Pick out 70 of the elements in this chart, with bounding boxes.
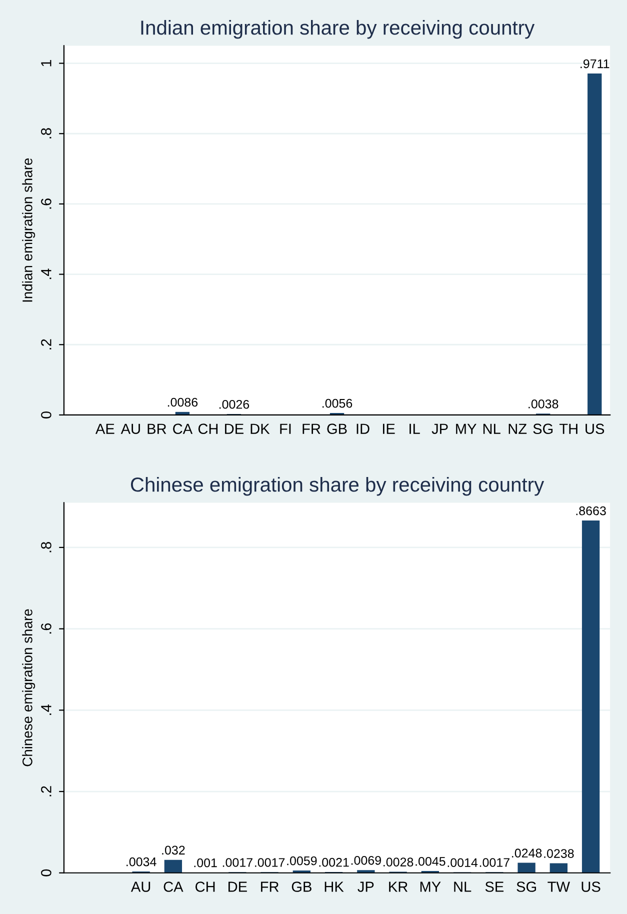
x-tick-label: IL bbox=[410, 424, 420, 434]
data-label: .0045 bbox=[416, 856, 446, 866]
y-tick-label: .8 bbox=[41, 128, 52, 138]
data-label: .0248 bbox=[512, 848, 542, 858]
x-tick-label: NZ bbox=[508, 424, 527, 434]
data-label: .0028 bbox=[384, 858, 414, 866]
y-tick-label: .4 bbox=[41, 704, 52, 715]
data-label: .0026 bbox=[219, 400, 250, 409]
data-label: .0086 bbox=[168, 398, 198, 407]
data-label: .0017 bbox=[222, 858, 252, 867]
x-tick-label: CA bbox=[164, 882, 184, 892]
data-label: .0017 bbox=[255, 858, 285, 867]
y-axis-title: Indian emigration share bbox=[22, 158, 36, 302]
x-tick-label: TW bbox=[548, 882, 570, 892]
x-tick-label: GB bbox=[327, 424, 347, 434]
data-label: .032 bbox=[162, 846, 185, 855]
data-label: .0056 bbox=[322, 398, 352, 408]
x-tick-label: HK bbox=[324, 882, 344, 892]
x-tick-label: US bbox=[582, 882, 600, 892]
x-tick-label: CA bbox=[173, 424, 193, 434]
x-tick-label: CH bbox=[196, 882, 215, 892]
x-tick-label: FR bbox=[302, 424, 320, 434]
x-tick-label: DE bbox=[228, 882, 247, 892]
x-tick-label: CH bbox=[198, 424, 218, 434]
x-tick-label: GB bbox=[292, 882, 312, 892]
x-tick-label: SE bbox=[485, 882, 504, 892]
x-tick-label: ID bbox=[356, 424, 370, 434]
x-tick-label: FR bbox=[261, 882, 279, 892]
x-tick-label: KR bbox=[389, 882, 408, 892]
x-tick-label: NL bbox=[454, 882, 472, 892]
x-tick-label: TH bbox=[559, 424, 578, 434]
x-tick-label: SG bbox=[533, 424, 553, 434]
chart-title: Chinese emigration share by receiving country bbox=[130, 476, 544, 496]
data-label: .0059 bbox=[287, 856, 317, 866]
x-tick-label: MY bbox=[420, 882, 441, 892]
y-tick-label: .4 bbox=[41, 268, 52, 280]
y-tick-label: 0 bbox=[41, 869, 52, 876]
x-tick-label: AE bbox=[95, 424, 114, 434]
x-tick-label: BR bbox=[148, 424, 166, 434]
x-tick-label: FI bbox=[280, 424, 291, 434]
y-axis-title: Chinese emigration share bbox=[22, 609, 36, 766]
y-tick-label: .2 bbox=[41, 786, 52, 796]
data-label: .0069 bbox=[351, 856, 381, 865]
data-label: .9711 bbox=[580, 59, 610, 68]
y-tick-label: .6 bbox=[41, 198, 52, 209]
y-tick-label: .8 bbox=[41, 542, 52, 552]
y-tick-label: .6 bbox=[41, 623, 52, 634]
chart-title: Indian emigration share by receiving country bbox=[141, 20, 535, 39]
x-tick-label: JP bbox=[432, 424, 448, 434]
data-label: .8663 bbox=[576, 506, 606, 516]
y-tick-label: 0 bbox=[41, 411, 52, 418]
data-label: .001 bbox=[194, 858, 217, 868]
x-tick-label: SG bbox=[516, 882, 536, 892]
y-tick-label: 1 bbox=[41, 60, 52, 66]
x-tick-label: NL bbox=[483, 424, 500, 434]
y-tick-label: .2 bbox=[41, 339, 52, 350]
x-tick-label: MY bbox=[456, 424, 476, 434]
data-label: .0014 bbox=[448, 858, 478, 868]
data-label: .0021 bbox=[319, 858, 349, 867]
data-label: .0034 bbox=[126, 857, 156, 866]
x-tick-label: AU bbox=[130, 882, 150, 892]
data-label: .0038 bbox=[528, 400, 558, 408]
x-tick-label: DK bbox=[250, 424, 270, 434]
x-tick-label: IE bbox=[382, 424, 395, 434]
data-label: .0238 bbox=[544, 849, 574, 858]
x-tick-label: DE bbox=[225, 424, 244, 434]
x-tick-label: US bbox=[586, 424, 604, 434]
x-tick-label: AU bbox=[120, 424, 140, 434]
data-label: .0017 bbox=[480, 858, 510, 867]
x-tick-label: JP bbox=[358, 882, 374, 892]
